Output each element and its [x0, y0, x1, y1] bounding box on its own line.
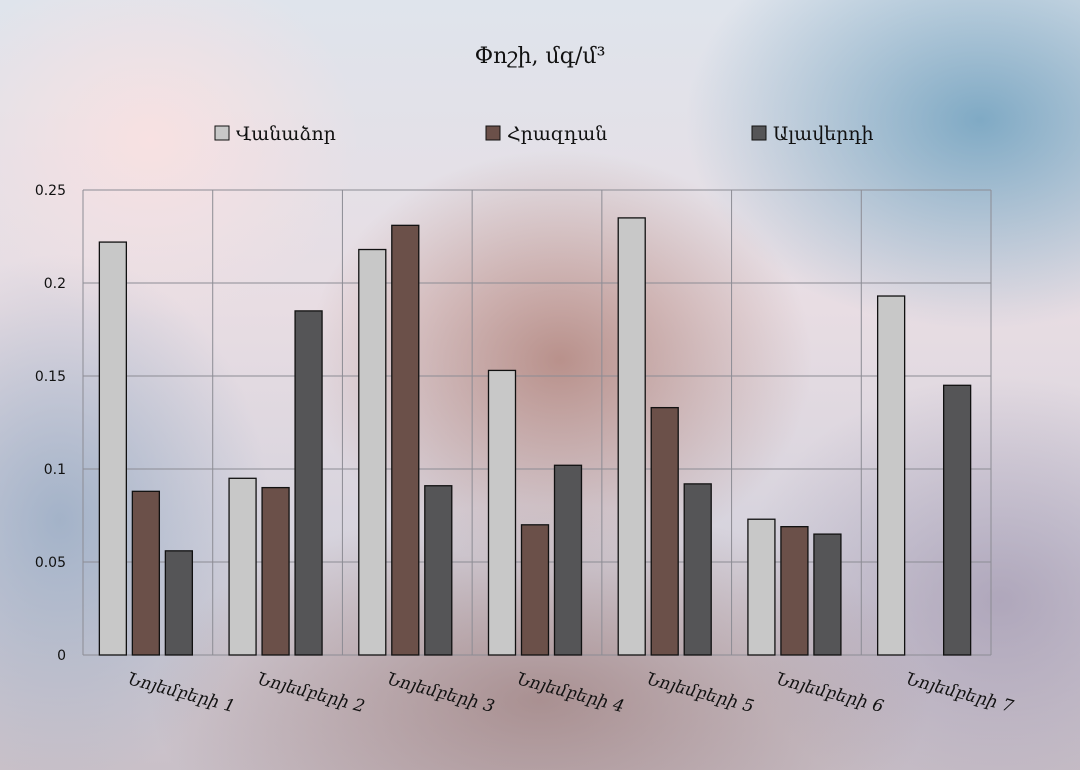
x-tick-label: Նոյեմբերի 3 — [385, 669, 497, 717]
y-tick-label: 0.2 — [44, 276, 66, 292]
bar-series-3-cat-3 — [424, 485, 453, 656]
y-tick-label: 0.1 — [44, 462, 66, 478]
legend-swatch — [751, 125, 767, 141]
bar-series-1-cat-5 — [617, 217, 646, 656]
bars — [98, 217, 972, 656]
bar-series-2-cat-5 — [650, 406, 679, 656]
bar-series-2-cat-3 — [391, 224, 420, 656]
x-tick-label: Նոյեմբերի 4 — [514, 669, 626, 717]
y-axis-ticks: 0 0.05 0.1 0.15 0.2 0.25 — [35, 183, 66, 664]
y-tick-label: 0.25 — [35, 183, 66, 199]
bar-series-1-cat-6 — [747, 518, 776, 656]
chart-title: Փոշի, մգ/մ³ — [475, 44, 606, 69]
bar-series-2-cat-2 — [261, 486, 290, 656]
x-tick-label: Նոյեմբերի 2 — [255, 669, 367, 717]
bar-series-3-cat-1 — [164, 550, 194, 656]
legend-label: Ալավերդի — [773, 123, 874, 145]
x-tick-label: Նոյեմբերի 7 — [903, 669, 1015, 717]
bar-series-1-cat-2 — [228, 477, 257, 656]
x-tick-label: Նոյեմբերի 5 — [644, 669, 756, 717]
legend: Վանաձոր Հրազդան Ալավերդի — [214, 123, 874, 145]
y-tick-label: 0.15 — [35, 369, 66, 385]
x-tick-label: Նոյեմբերի 6 — [774, 669, 886, 717]
bar-series-1-cat-1 — [98, 241, 128, 656]
bar-series-2-cat-4 — [520, 524, 550, 656]
bar-series-1-cat-3 — [358, 248, 387, 656]
bar-series-2-cat-6 — [780, 526, 809, 656]
bar-series-3-cat-6 — [813, 533, 842, 656]
legend-swatch — [214, 125, 230, 141]
bar-series-3-cat-7 — [942, 384, 972, 656]
bar-series-3-cat-5 — [683, 483, 712, 656]
y-tick-label: 0.05 — [35, 555, 66, 571]
bar-series-1-cat-7 — [876, 295, 906, 656]
legend-label: Հրազդան — [507, 123, 607, 145]
y-tick-label: 0 — [57, 648, 66, 664]
legend-swatch — [485, 125, 501, 141]
legend-label: Վանաձոր — [236, 123, 336, 145]
bar-series-3-cat-4 — [553, 464, 583, 656]
bar-series-3-cat-2 — [294, 310, 323, 656]
x-axis-ticks: Նոյեմբերի 1 Նոյեմբերի 2 Նոյեմբերի 3 Նոյեմբե… — [125, 669, 1015, 717]
bar-series-1-cat-4 — [487, 369, 517, 656]
gridlines — [82, 189, 992, 656]
bar-series-2-cat-1 — [131, 490, 161, 656]
x-tick-label: Նոյեմբերի 1 — [125, 669, 237, 717]
